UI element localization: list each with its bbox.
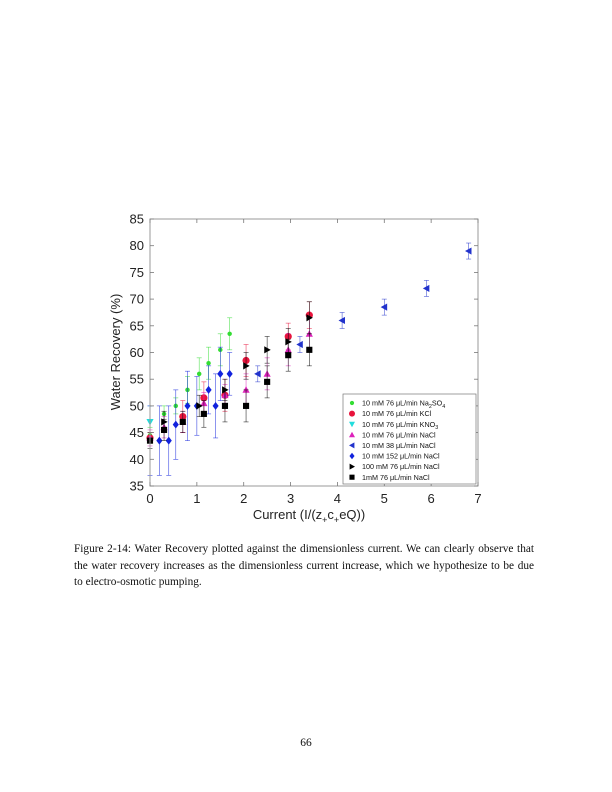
data-point <box>206 360 211 366</box>
data-point <box>242 386 250 393</box>
x-tick-label: 4 <box>334 491 341 506</box>
page-number: 66 <box>300 737 312 749</box>
x-tick-label: 2 <box>240 491 247 506</box>
legend-entry: 10 mM 76 μL/min NaCl <box>362 430 436 439</box>
data-point <box>217 369 224 378</box>
y-tick-label: 85 <box>130 212 144 227</box>
x-tick-label: 1 <box>193 491 200 506</box>
data-point <box>349 421 355 428</box>
data-point <box>285 338 292 346</box>
data-point <box>380 303 388 311</box>
data-point <box>285 352 292 359</box>
legend-entry: 10 mM 152 μL/min NaCl <box>362 452 440 461</box>
figure-caption: Figure 2-14: Water Recovery plotted agai… <box>74 543 534 589</box>
data-point <box>349 431 355 438</box>
data-point <box>156 436 163 445</box>
legend-box <box>342 393 477 485</box>
x-tick-label: 7 <box>474 491 481 506</box>
legend-entry: 10 mM 76 μL/min Na2SO4 <box>362 399 445 410</box>
data-point <box>349 400 355 406</box>
y-axis-label: Water Recovery (%) <box>108 294 123 411</box>
legend-entry: 100 mM 76 μL/min NaCl <box>362 462 440 471</box>
legend-entry: 10 mM 76 μL/min KCl <box>362 409 432 418</box>
series <box>161 301 313 433</box>
data-point <box>161 418 168 426</box>
data-point <box>349 463 355 470</box>
data-point <box>349 410 355 417</box>
data-point <box>179 418 186 425</box>
legend-entry: 10 mM 38 μL/min NaCl <box>362 441 436 450</box>
x-axis-label: Current (I/(z+c+eQ)) <box>253 507 365 525</box>
data-point <box>200 410 207 417</box>
data-point <box>196 402 203 410</box>
x-tick-label: 6 <box>428 491 435 506</box>
data-point <box>349 442 355 449</box>
data-point <box>165 436 172 445</box>
x-tick-label: 3 <box>287 491 294 506</box>
y-tick-label: 75 <box>130 265 144 280</box>
y-tick-label: 55 <box>130 372 144 387</box>
y-tick-label: 70 <box>130 292 144 307</box>
y-tick-label: 80 <box>130 238 144 253</box>
plot-area <box>146 242 472 476</box>
data-point <box>296 340 303 349</box>
y-tick-label: 40 <box>130 452 144 467</box>
data-point <box>243 362 250 370</box>
data-point <box>221 402 229 409</box>
y-tick-label: 60 <box>130 345 144 360</box>
series <box>147 317 233 444</box>
legend-entry: 10 mM 76 μL/min KNO3 <box>362 420 438 431</box>
data-point <box>264 378 271 385</box>
series <box>254 242 472 383</box>
y-tick-label: 65 <box>130 318 144 333</box>
x-tick-label: 0 <box>146 491 153 506</box>
data-point <box>160 426 168 433</box>
y-tick-label: 45 <box>130 425 144 440</box>
data-point <box>349 474 355 480</box>
series <box>146 346 233 476</box>
data-point <box>254 370 261 378</box>
data-point <box>172 420 179 429</box>
data-point <box>212 401 219 410</box>
data-point <box>264 346 271 354</box>
data-point <box>227 331 232 337</box>
data-point <box>349 452 355 460</box>
data-point <box>465 247 472 255</box>
data-point <box>306 346 313 353</box>
data-point <box>422 284 430 293</box>
data-point <box>242 402 250 409</box>
y-tick-label: 35 <box>130 479 144 494</box>
legend-entry: 1mM 76 μL/min NaCl <box>362 473 430 482</box>
data-point <box>205 385 212 394</box>
data-point <box>338 316 345 325</box>
data-point <box>226 369 233 378</box>
y-tick-label: 50 <box>130 398 144 413</box>
series <box>146 333 313 449</box>
data-point <box>306 314 313 322</box>
x-tick-label: 5 <box>381 491 388 506</box>
data-point <box>196 371 202 377</box>
